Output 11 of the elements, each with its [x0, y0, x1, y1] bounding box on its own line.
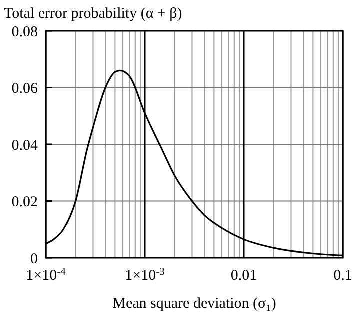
x-tick-label: 1×10$^{-4}$ — [26, 266, 67, 284]
x-tick-label: 1×10$^{-3}$ — [125, 266, 165, 284]
x-axis-title: Mean square deviation (σ₁) — [112, 296, 276, 312]
y-tick-label: 0.06 — [12, 81, 38, 97]
y-tick-label: 0 — [30, 251, 38, 268]
x-tick-label: 0.1 — [334, 268, 352, 284]
y-tick-label: 0.04 — [12, 138, 38, 154]
y-tick-label: 0.08 — [12, 24, 38, 40]
y-tick-label: 0.02 — [12, 194, 38, 210]
x-tick-label: 0.01 — [230, 268, 258, 284]
chart-title: Total error probability (α + β) — [4, 6, 182, 22]
